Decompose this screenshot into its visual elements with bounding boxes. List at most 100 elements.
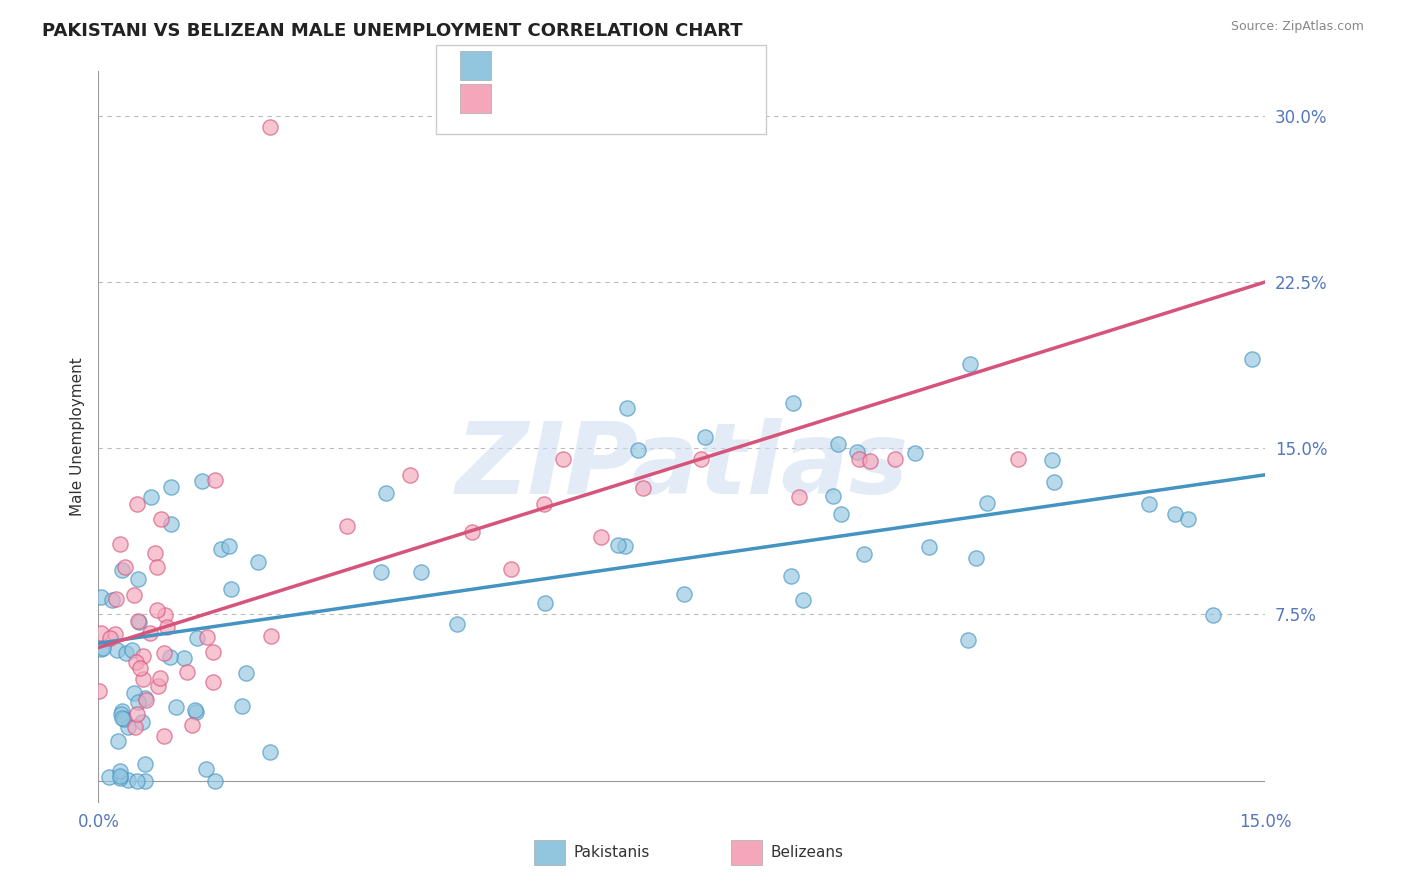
Point: [1137, 497, 1160, 511]
Point: [105, 642, 128, 657]
Point: [128, 615, 150, 630]
Text: ZIPatlas: ZIPatlas: [456, 417, 908, 515]
Point: [501, 562, 523, 576]
Point: [127, 695, 149, 709]
Point: [533, 597, 555, 611]
Point: [108, 764, 131, 778]
Point: [690, 452, 713, 467]
Point: [195, 630, 218, 644]
Point: [695, 430, 717, 444]
Point: [105, 591, 128, 606]
Point: [149, 512, 172, 526]
Text: Belizeans: Belizeans: [770, 846, 844, 860]
Point: [111, 704, 134, 718]
Point: [122, 588, 145, 602]
Point: [1043, 475, 1066, 489]
Point: [156, 620, 179, 634]
Point: [90, 590, 112, 604]
Point: [127, 614, 149, 628]
Point: [195, 762, 218, 776]
Point: [409, 565, 432, 579]
Point: [139, 490, 162, 504]
Point: [129, 661, 152, 675]
Point: [153, 607, 176, 622]
Point: [201, 645, 224, 659]
Point: [127, 572, 149, 586]
Point: [146, 559, 169, 574]
Point: [186, 631, 208, 645]
Point: [127, 773, 149, 788]
Point: [125, 655, 148, 669]
Point: [104, 627, 127, 641]
Point: [153, 729, 176, 743]
Point: [90, 642, 112, 657]
Point: [218, 540, 240, 554]
Point: [107, 734, 129, 748]
Point: [976, 496, 998, 510]
Point: [114, 560, 136, 574]
Point: [792, 592, 814, 607]
Point: [782, 396, 804, 410]
Point: [117, 773, 139, 788]
Point: [131, 714, 153, 729]
Point: [672, 587, 695, 601]
Point: [204, 773, 226, 788]
Point: [553, 452, 575, 467]
Point: [398, 467, 420, 482]
Point: [159, 517, 181, 532]
Y-axis label: Male Unemployment: Male Unemployment: [69, 358, 84, 516]
Point: [231, 699, 253, 714]
Point: [780, 568, 803, 582]
Point: [165, 699, 187, 714]
Point: [122, 686, 145, 700]
Point: [959, 357, 981, 371]
Point: [446, 617, 468, 632]
Point: [209, 541, 232, 556]
Point: [180, 718, 202, 732]
Point: [159, 480, 181, 494]
Point: [336, 518, 359, 533]
Point: [461, 525, 484, 540]
Point: [956, 633, 979, 648]
Point: [143, 546, 166, 560]
Point: [375, 486, 398, 500]
Point: [115, 647, 138, 661]
Point: [146, 679, 169, 693]
Point: [138, 625, 160, 640]
Point: [1241, 352, 1264, 367]
Point: [110, 537, 132, 551]
Point: [965, 551, 987, 566]
Text: Source: ZipAtlas.com: Source: ZipAtlas.com: [1230, 20, 1364, 33]
Point: [191, 474, 214, 488]
Point: [533, 497, 555, 511]
Point: [235, 665, 257, 680]
Point: [149, 671, 172, 685]
Point: [848, 452, 870, 467]
Point: [127, 497, 149, 511]
Point: [135, 693, 157, 707]
Point: [260, 629, 283, 643]
Point: [1040, 453, 1063, 467]
Point: [918, 540, 941, 554]
Point: [132, 648, 155, 663]
Text: Pakistanis: Pakistanis: [574, 846, 650, 860]
Point: [204, 473, 226, 487]
Point: [124, 721, 146, 735]
Point: [846, 444, 869, 458]
Point: [98, 770, 121, 784]
Point: [90, 626, 112, 640]
Point: [108, 771, 131, 785]
Point: [134, 757, 156, 772]
Point: [110, 563, 132, 577]
Point: [159, 650, 181, 665]
Point: [111, 711, 134, 725]
Point: [132, 672, 155, 686]
Point: [134, 691, 156, 706]
Point: [219, 582, 242, 596]
Point: [108, 769, 131, 783]
Point: [110, 706, 132, 721]
Point: [823, 489, 845, 503]
Point: [787, 490, 810, 504]
Point: [830, 507, 852, 521]
Point: [1177, 512, 1199, 526]
